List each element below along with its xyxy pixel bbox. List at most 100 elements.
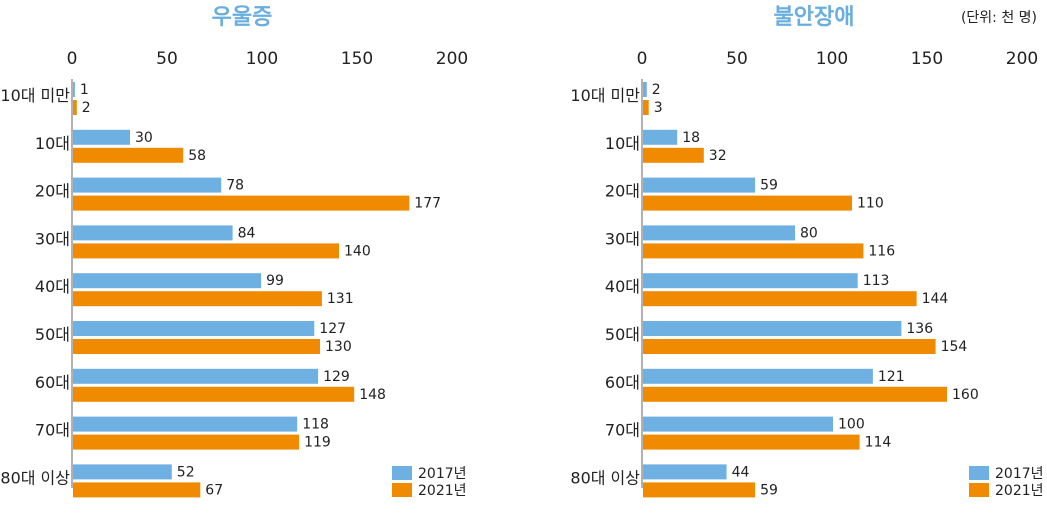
value-label: 130 (325, 339, 352, 355)
value-label: 67 (205, 482, 223, 498)
value-label: 119 (304, 435, 331, 451)
x-tick-label: 50 (726, 49, 748, 69)
bar-2017 (73, 321, 315, 336)
unit-note: (단위: 천 명) (961, 10, 1037, 26)
value-label: 1 (80, 82, 89, 98)
bar-2017 (73, 273, 262, 289)
value-label: 58 (188, 148, 206, 164)
category-label: 40대 (605, 277, 640, 296)
value-label: 121 (878, 369, 905, 385)
bar-2021 (643, 291, 917, 307)
x-tick-label: 50 (156, 49, 178, 69)
depression-title: 우울증 (212, 5, 273, 30)
category-label: 10대 미만 (570, 86, 640, 105)
value-label: 144 (922, 291, 949, 307)
value-label: 84 (238, 225, 256, 241)
bar-2017 (73, 368, 319, 384)
bar-2021 (643, 434, 860, 450)
legend-swatch (392, 483, 412, 497)
value-label: 160 (952, 387, 979, 403)
legend-swatch (969, 466, 989, 480)
value-label: 116 (868, 243, 895, 259)
x-tick-label: 200 (436, 49, 468, 69)
value-label: 148 (359, 387, 386, 403)
value-label: 154 (941, 339, 968, 355)
x-tick-label: 100 (816, 49, 848, 69)
x-tick-label: 200 (1006, 49, 1038, 69)
category-label: 20대 (605, 182, 640, 201)
value-label: 3 (654, 100, 663, 116)
legend-swatch (392, 466, 412, 480)
bar-2021 (643, 339, 936, 354)
bar-2017 (73, 416, 298, 432)
bar-2017 (643, 321, 902, 336)
bar-2017 (643, 82, 647, 97)
value-label: 2 (652, 82, 661, 98)
category-label: 70대 (605, 421, 640, 440)
legend-label: 2021년 (995, 483, 1044, 499)
value-label: 129 (323, 369, 350, 385)
category-label: 30대 (35, 229, 70, 248)
category-label: 40대 (35, 277, 70, 296)
category-label: 50대 (605, 325, 640, 344)
value-label: 100 (838, 417, 865, 433)
bar-2021 (73, 195, 410, 211)
value-label: 59 (760, 482, 778, 498)
bar-2021 (73, 339, 320, 354)
value-label: 114 (865, 435, 892, 451)
legend-label: 2017년 (418, 466, 467, 482)
bar-2021 (643, 482, 756, 498)
value-label: 44 (732, 464, 750, 480)
anxiety-chart: 불안장애 0 50 100 150 200 10대 미만 2 3 10대 18 32 20대 59 110 3… (570, 5, 1043, 499)
bar-2017 (643, 177, 756, 193)
value-label: 118 (302, 417, 329, 433)
bar-2021 (73, 243, 339, 259)
category-label: 20대 (35, 182, 70, 201)
value-label: 32 (709, 148, 727, 164)
category-label: 60대 (35, 373, 70, 392)
bar-2021 (73, 482, 201, 498)
bar-2017 (643, 464, 727, 480)
value-label: 113 (863, 273, 890, 289)
bar-2017 (643, 368, 873, 384)
legend-label: 2021년 (418, 483, 467, 499)
x-tick-label: 0 (637, 49, 648, 69)
bar-2017 (643, 273, 858, 289)
value-label: 2 (82, 100, 91, 116)
value-label: 30 (135, 130, 153, 146)
bar-2021 (73, 291, 322, 307)
bar-2017 (73, 225, 233, 241)
value-label: 99 (266, 273, 284, 289)
category-label: 80대 이상 (570, 468, 640, 487)
bar-2017 (73, 129, 130, 145)
bar-2017 (73, 177, 222, 193)
value-label: 140 (344, 243, 371, 259)
legend-label: 2017년 (995, 466, 1044, 482)
category-label: 10대 (35, 134, 70, 153)
category-label: 80대 이상 (0, 468, 70, 487)
bar-2021 (73, 386, 355, 402)
bar-2021 (73, 147, 184, 163)
value-label: 52 (177, 464, 195, 480)
bar-2021 (643, 243, 864, 259)
category-label: 50대 (35, 325, 70, 344)
value-label: 59 (760, 178, 778, 194)
value-label: 18 (682, 130, 700, 146)
bar-2021 (643, 386, 947, 402)
bar-2021 (73, 100, 77, 115)
bar-2017 (643, 129, 678, 145)
category-label: 70대 (35, 421, 70, 440)
bar-2017 (643, 225, 795, 241)
x-tick-label: 100 (246, 49, 278, 69)
bar-2021 (643, 147, 704, 163)
category-label: 60대 (605, 373, 640, 392)
x-tick-label: 150 (341, 49, 373, 69)
x-tick-label: 150 (911, 49, 943, 69)
value-label: 127 (319, 321, 346, 337)
category-label: 10대 (605, 134, 640, 153)
bar-2021 (643, 100, 649, 115)
value-label: 131 (327, 291, 354, 307)
x-tick-label: 0 (67, 49, 78, 69)
value-label: 80 (800, 225, 818, 241)
